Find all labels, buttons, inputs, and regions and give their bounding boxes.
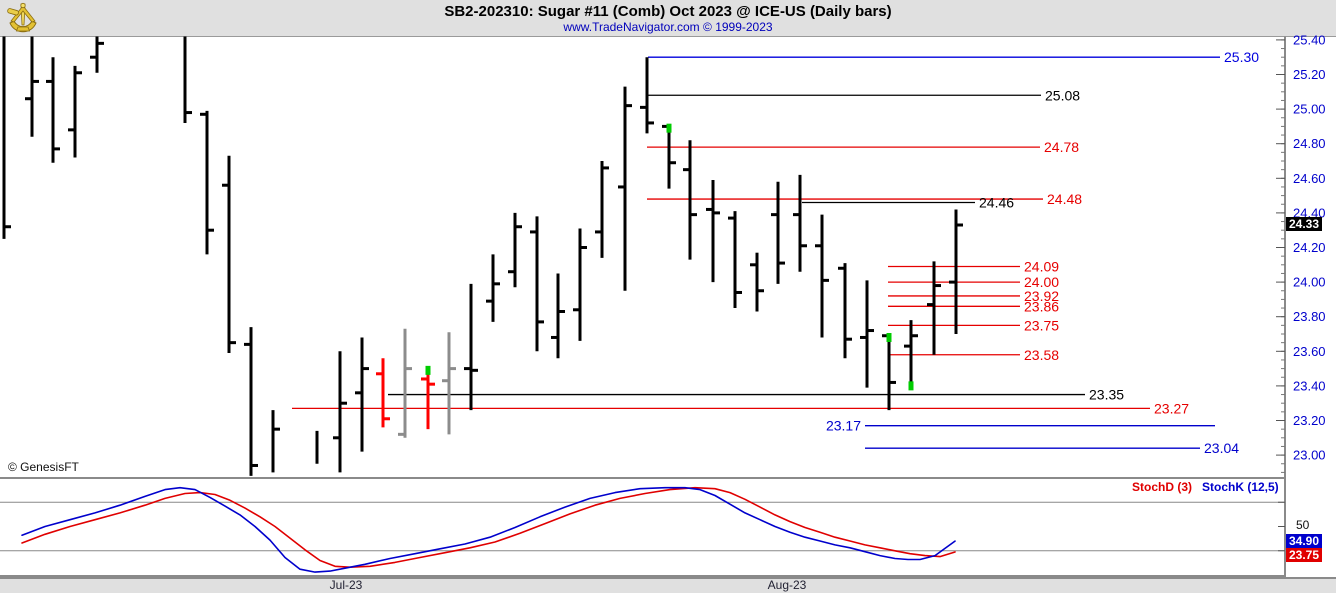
level-label: 24.78 [1044, 139, 1079, 155]
stochk-legend-label: StochK (12,5) [1202, 480, 1279, 494]
price-axis: 25.40 25.20 25.00 24.80 24.60 24.40 24.20 24.00… [1276, 32, 1326, 473]
genesisft-watermark: © GenesisFT [8, 460, 79, 474]
price-tick-label: 23.00 [1293, 448, 1326, 463]
price-tick-label: 24.80 [1293, 136, 1326, 151]
date-axis-strip [0, 577, 1336, 593]
price-tick-label: 23.80 [1293, 309, 1326, 324]
green-signal-marker [666, 123, 672, 133]
level-label: 23.58 [1024, 347, 1059, 363]
level-label: 23.92 [1024, 288, 1059, 304]
stoch-mid-tick-label: 50 [1296, 518, 1310, 532]
level-label: 25.30 [1224, 49, 1259, 65]
price-tick-label: 25.20 [1293, 67, 1326, 82]
price-tick-label: 24.40 [1293, 205, 1326, 220]
green-signal-marker [886, 333, 892, 342]
price-tick-label: 25.00 [1293, 102, 1326, 117]
green-signal-marker [425, 365, 431, 375]
level-label: 23.35 [1089, 387, 1124, 403]
level-labels: 25.30 25.08 24.78 24.48 24.46 24.0924.0023.92… [826, 49, 1259, 456]
level-label: 23.17 [826, 418, 861, 434]
stochd-line [21, 486, 956, 569]
price-tick-label: 24.00 [1293, 275, 1326, 290]
genesis-sextant-logo-icon [7, 2, 37, 33]
stochk-line [21, 486, 956, 573]
price-tick-label: 23.20 [1293, 413, 1326, 428]
price-tick-label: 23.40 [1293, 378, 1326, 393]
chart-title: SB2-202310: Sugar #11 (Comb) Oct 2023 @ … [444, 3, 892, 20]
chart-subtitle: www.TradeNavigator.com © 1999-2023 [563, 20, 773, 34]
last-price-badge: 24.33 [1286, 217, 1323, 231]
stochd-legend-label: StochD (3) [1132, 480, 1192, 494]
level-label: 23.75 [1024, 317, 1059, 333]
level-label: 24.00 [1024, 274, 1059, 290]
stochd-value-badge: 23.75 [1286, 548, 1323, 562]
level-label: 23.86 [1024, 298, 1059, 314]
green-signal-marker [908, 381, 914, 391]
month-label-aug: Aug-23 [767, 578, 807, 592]
month-label-jul: Jul-23 [329, 578, 363, 592]
level-label: 23.27 [1154, 400, 1189, 416]
price-tick-label: 25.40 [1293, 32, 1326, 47]
title-strip: SB2-202310: Sugar #11 (Comb) Oct 2023 @ … [0, 0, 1336, 37]
stochk-value-badge: 34.90 [1286, 534, 1323, 548]
level-label: 23.04 [1204, 440, 1239, 456]
level-label: 24.09 [1024, 259, 1059, 275]
level-label: 24.48 [1047, 191, 1082, 207]
price-tick-label: 24.20 [1293, 240, 1326, 255]
level-label: 24.46 [979, 195, 1014, 211]
ohlc-bars [2, 36, 963, 476]
stoch-panel [0, 486, 1285, 573]
level-label: 25.08 [1045, 87, 1080, 103]
level-lines [292, 56, 1220, 449]
price-tick-label: 24.60 [1293, 171, 1326, 186]
price-tick-label: 23.60 [1293, 344, 1326, 359]
